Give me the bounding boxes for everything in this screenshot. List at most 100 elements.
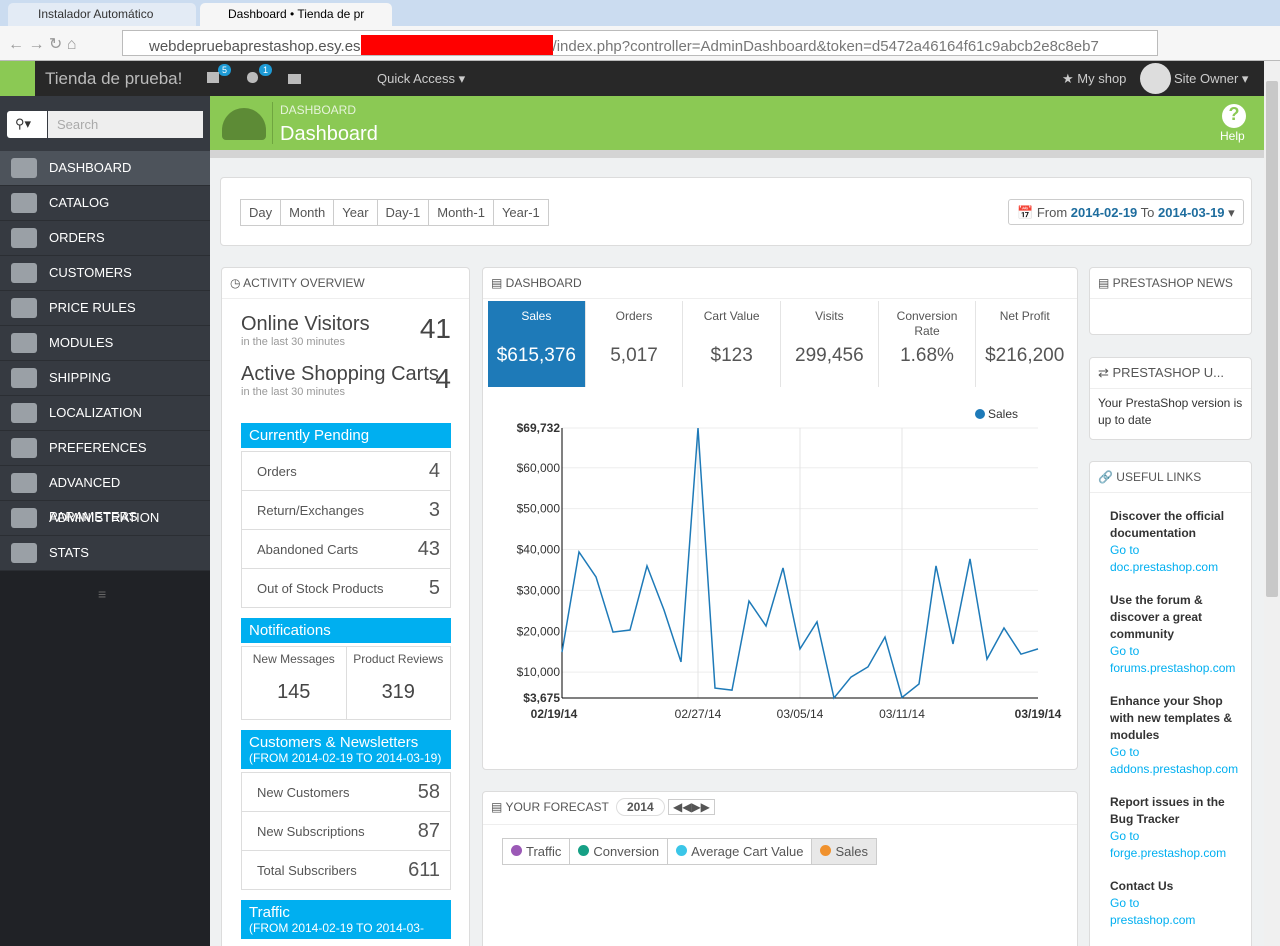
panel-heading: ◷ ACTIVITY OVERVIEW	[222, 268, 469, 299]
tab[interactable]: Instalador Automático	[8, 3, 196, 26]
search-input[interactable]: Search	[48, 111, 203, 138]
menu-icon	[11, 333, 37, 353]
link-go[interactable]: Go to	[1110, 644, 1140, 658]
forecast-tab[interactable]: Sales	[811, 838, 877, 865]
divider	[272, 102, 273, 144]
tab[interactable]: Dashboard • Tienda de pr	[200, 3, 392, 26]
legend-label: Sales	[988, 407, 1018, 421]
menu-item[interactable]: ORDERS	[0, 221, 210, 256]
quick-access[interactable]: Quick Access ▾	[377, 71, 466, 86]
period-buttons: Day Month Year Day-1 Month-1 Year-1	[240, 199, 549, 226]
row-value: 5	[428, 576, 440, 599]
forecast-tab[interactable]: Traffic	[502, 838, 571, 865]
scrollbar[interactable]	[1264, 61, 1280, 946]
menu-item[interactable]: CUSTOMERS	[0, 256, 210, 291]
period-button[interactable]: Month-1	[428, 199, 494, 226]
mail-icon[interactable]	[288, 74, 301, 84]
link-url[interactable]: forums.prestashop.com	[1110, 661, 1236, 675]
collapse[interactable]: ≡	[98, 586, 107, 602]
user-menu[interactable]: Site Owner ▾	[1174, 71, 1249, 86]
menu-icon	[11, 298, 37, 318]
link-go[interactable]: Go to	[1110, 543, 1140, 557]
my-shop[interactable]: ★ My shop	[1062, 71, 1127, 86]
notification-label: Product Reviews	[353, 652, 444, 666]
avatar[interactable]	[1140, 63, 1171, 94]
news-title: PRESTASHOP NEWS	[1112, 276, 1233, 290]
forecast-tab[interactable]: Average Cart Value	[667, 838, 813, 865]
menu-item[interactable]: PRICE RULES	[0, 291, 210, 326]
menu-item[interactable]: CATALOG	[0, 186, 210, 221]
row-label: Abandoned Carts	[257, 541, 359, 557]
link-url[interactable]: prestashop.com	[1110, 913, 1196, 927]
date-range[interactable]: 📅 From 2014-02-19 To 2014-03-19 ▾	[1008, 199, 1244, 225]
panel-heading: ▤ PRESTASHOP NEWS	[1090, 268, 1251, 299]
kpi-label: Net Profit	[999, 309, 1050, 323]
period-button[interactable]: Year-1	[492, 199, 549, 226]
scroll-thumb[interactable]	[1266, 81, 1278, 597]
forecast-title: YOUR FORECAST	[505, 800, 609, 814]
kpi[interactable]: Visits 299,456	[780, 301, 878, 387]
menu-item[interactable]: STATS	[0, 536, 210, 571]
link-url[interactable]: doc.prestashop.com	[1110, 560, 1219, 574]
period-button[interactable]: Year	[333, 199, 378, 226]
kpi[interactable]: Conversion Rate 1.68%	[877, 301, 976, 387]
stat-value: 41	[419, 313, 451, 344]
link-go[interactable]: Go to	[1110, 829, 1140, 843]
kpi-value: 299,456	[795, 345, 864, 366]
kpi[interactable]: Cart Value $123	[682, 301, 780, 387]
notification: Product Reviews 319	[345, 647, 451, 719]
period-button[interactable]: Day-1	[376, 199, 430, 226]
menu-icon	[11, 508, 37, 528]
link-title: Discover the official documentation	[1110, 509, 1225, 540]
tab-dot	[820, 845, 832, 856]
page-header: DASHBOARD Dashboard ? Help	[210, 96, 1264, 150]
user-icon[interactable]	[247, 72, 258, 83]
link-go[interactable]: Go to	[1110, 745, 1140, 759]
menu-item[interactable]: MODULES	[0, 326, 210, 361]
help-icon[interactable]: ?	[1222, 104, 1246, 128]
kpi-label: Cart Value	[703, 309, 760, 323]
link-url[interactable]: addons.prestashop.com	[1110, 762, 1239, 776]
url-bar[interactable]: webdepruebaprestashop.esy.es/index.php?c…	[122, 30, 1158, 56]
links-panel: 🔗 USEFUL LINKS Discover the official docu…	[1089, 461, 1252, 946]
link-title: Contact Us	[1110, 879, 1174, 893]
menu-icon	[11, 158, 37, 178]
menu-item[interactable]: ADMINISTRATION	[0, 501, 210, 536]
kpi-label: Conversion Rate	[896, 309, 958, 338]
activity-panel: ◷ ACTIVITY OVERVIEW Online Visitors in th…	[221, 267, 470, 946]
section-title: Currently Pending	[249, 427, 370, 444]
row-label: Total Subscribers	[257, 862, 357, 878]
nav-buttons[interactable]: ← → ↻ ⌂	[8, 36, 77, 53]
x-tick-label: 03/19/14	[1015, 707, 1062, 721]
kpi[interactable]: Sales $615,376	[488, 301, 585, 387]
kpi-value: 5,017	[610, 345, 658, 366]
row-label: Orders	[257, 463, 297, 479]
kpi[interactable]: Orders 5,017	[584, 301, 683, 387]
search-toggle[interactable]: ⚲▾	[7, 111, 47, 138]
period-button[interactable]: Day	[240, 199, 282, 226]
section-heading: Currently Pending	[241, 423, 451, 448]
kpi-label: Sales	[521, 309, 552, 323]
forecast-tab[interactable]: Conversion	[569, 838, 669, 865]
my-shop-label: My shop	[1077, 71, 1127, 86]
kpi[interactable]: Net Profit $216,200	[975, 301, 1073, 387]
help[interactable]: Help	[1220, 129, 1245, 143]
year-nav[interactable]: ◀◀▶▶	[667, 799, 715, 815]
panel-heading: ▤ DASHBOARD	[483, 268, 1077, 299]
menu-item[interactable]: PREFERENCES	[0, 431, 210, 466]
link-go[interactable]: Go to	[1110, 896, 1140, 910]
period-button[interactable]: Month	[280, 199, 335, 226]
menu-item[interactable]: ADVANCED PARAMETERS	[0, 466, 210, 524]
badge: 5	[218, 64, 232, 76]
menu-item[interactable]: DASHBOARD	[0, 151, 210, 186]
menu-item[interactable]: LOCALIZATION	[0, 396, 210, 431]
cart-icon[interactable]	[207, 72, 219, 83]
kpi-value: $615,376	[496, 345, 576, 366]
forecast-year[interactable]: 2014	[615, 798, 665, 816]
link-item: Use the forum & discover a great communi…	[1110, 592, 1243, 677]
menu-item[interactable]: SHIPPING	[0, 361, 210, 396]
shop-name[interactable]: Tienda de prueba!	[45, 69, 183, 88]
logo[interactable]	[0, 61, 35, 96]
link-url[interactable]: forge.prestashop.com	[1110, 846, 1227, 860]
